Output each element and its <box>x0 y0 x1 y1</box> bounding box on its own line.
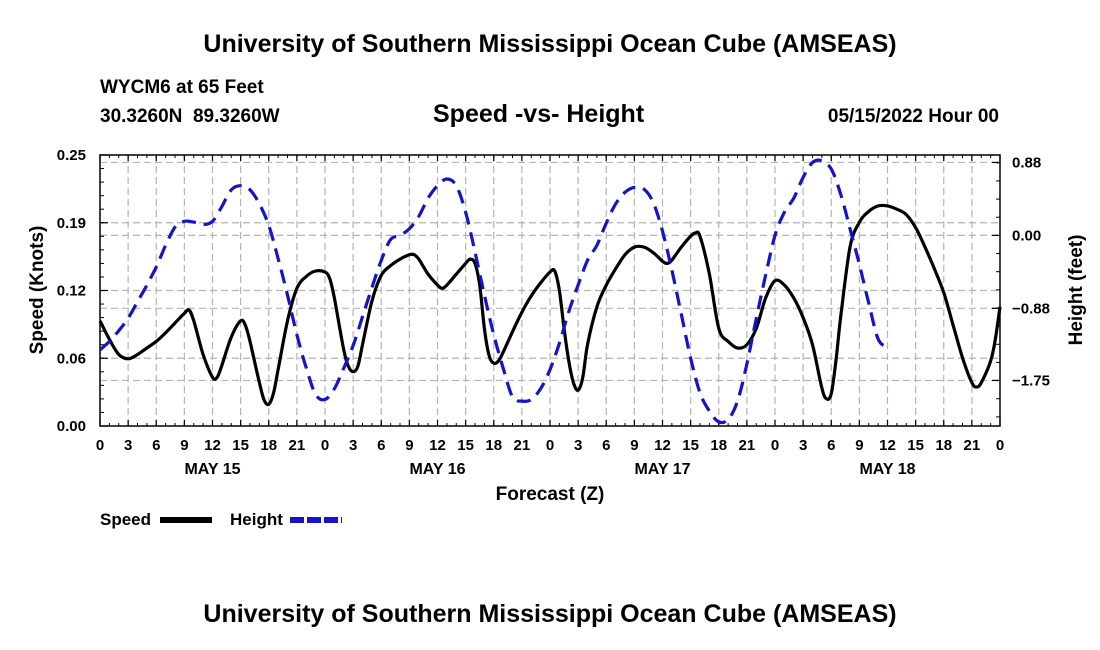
day-label: MAY 15 <box>184 461 240 478</box>
right-axis-tick-labels: 0.88 0.00 −0.88 −1.75 <box>1012 154 1050 389</box>
x-tick-label: 18 <box>935 437 952 454</box>
day-label: MAY 17 <box>634 461 690 478</box>
day-label: MAY 16 <box>409 461 465 478</box>
x-tick-label: 0 <box>96 437 104 454</box>
x-tick-label: 15 <box>682 437 699 454</box>
day-labels: MAY 15 MAY 16 MAY 17 MAY 18 <box>184 461 915 478</box>
right-axis-title: Height (feet) <box>1066 235 1087 346</box>
coordinates-label: 30.3260N 89.3260W <box>100 106 280 127</box>
x-tick-label: 6 <box>827 437 835 454</box>
x-tick-label: 18 <box>485 437 502 454</box>
x-tick-label: 21 <box>289 437 306 454</box>
x-tick-label: 3 <box>349 437 357 454</box>
x-tick-label: 9 <box>180 437 188 454</box>
x-tick-label: 21 <box>739 437 756 454</box>
x-tick-label: 3 <box>799 437 807 454</box>
y-right-tick-label: 0.88 <box>1012 154 1041 171</box>
x-tick-label: 18 <box>710 437 727 454</box>
x-tick-label: 12 <box>429 437 446 454</box>
y-right-tick-label: −0.88 <box>1012 300 1050 317</box>
footer-title: University of Southern Mississippi Ocean… <box>203 600 897 628</box>
x-tick-label: 12 <box>879 437 896 454</box>
x-tick-label: 9 <box>405 437 413 454</box>
speed-height-chart: 0.000.060.120.190.25 0.880.00−0.88−1.75 … <box>27 147 1087 505</box>
series-lines <box>98 158 1002 425</box>
y-left-tick-label: 0.00 <box>57 418 86 435</box>
y-right-tick-label: 0.00 <box>1012 227 1041 244</box>
left-axis-tick-labels: 0.00 0.06 0.12 0.19 0.25 <box>57 147 86 435</box>
station-label: WYCM6 at 65 Feet <box>100 77 264 98</box>
legend-speed-swatch <box>160 517 212 523</box>
x-tick-label: 12 <box>204 437 221 454</box>
x-tick-label: 6 <box>377 437 385 454</box>
day-label: MAY 18 <box>859 461 915 478</box>
height-series-line <box>98 158 889 425</box>
y-left-tick-label: 0.12 <box>57 283 86 300</box>
page-title: University of Southern Mississippi Ocean… <box>203 30 897 58</box>
plot-frame <box>99 154 1001 427</box>
y-right-tick-label: −1.75 <box>1012 372 1050 389</box>
y-left-tick-label: 0.19 <box>57 215 86 232</box>
x-tick-label: 0 <box>321 437 329 454</box>
x-tick-label: 21 <box>964 437 981 454</box>
x-tick-label: 18 <box>260 437 277 454</box>
legend-height-label: Height <box>230 510 283 529</box>
x-tick-label: 6 <box>152 437 160 454</box>
x-tick-label: 6 <box>602 437 610 454</box>
x-tick-label: 15 <box>457 437 474 454</box>
x-tick-label: 12 <box>654 437 671 454</box>
x-tick-label: 15 <box>232 437 249 454</box>
x-tick-label: 0 <box>546 437 554 454</box>
x-axis-tick-labels: 0 3 6 9 12 15 18 21 0 3 6 9 12 15 18 21 0 3 6 9 12 15 18 21 0 3 6 9… <box>96 437 1004 454</box>
x-tick-label: 21 <box>514 437 531 454</box>
x-axis-title: Forecast (Z) <box>496 484 605 505</box>
x-tick-label: 9 <box>855 437 863 454</box>
chart-subtitle: Speed -vs- Height <box>433 100 645 128</box>
speed-series-line <box>98 203 1002 407</box>
x-tick-label: 15 <box>907 437 924 454</box>
legend-height-swatch <box>290 517 342 523</box>
legend-speed-label: Speed <box>100 510 152 529</box>
x-tick-label: 0 <box>771 437 779 454</box>
grid-lines <box>100 155 1000 426</box>
forecast-date: 05/15/2022 Hour 00 <box>827 106 999 127</box>
x-tick-label: 9 <box>630 437 638 454</box>
x-tick-label: 3 <box>574 437 582 454</box>
y-left-tick-label: 0.06 <box>57 350 86 367</box>
y-left-tick-label: 0.25 <box>57 147 86 164</box>
x-tick-label: 0 <box>996 437 1004 454</box>
x-tick-label: 3 <box>124 437 132 454</box>
left-axis-title: Speed (Knots) <box>27 226 48 355</box>
